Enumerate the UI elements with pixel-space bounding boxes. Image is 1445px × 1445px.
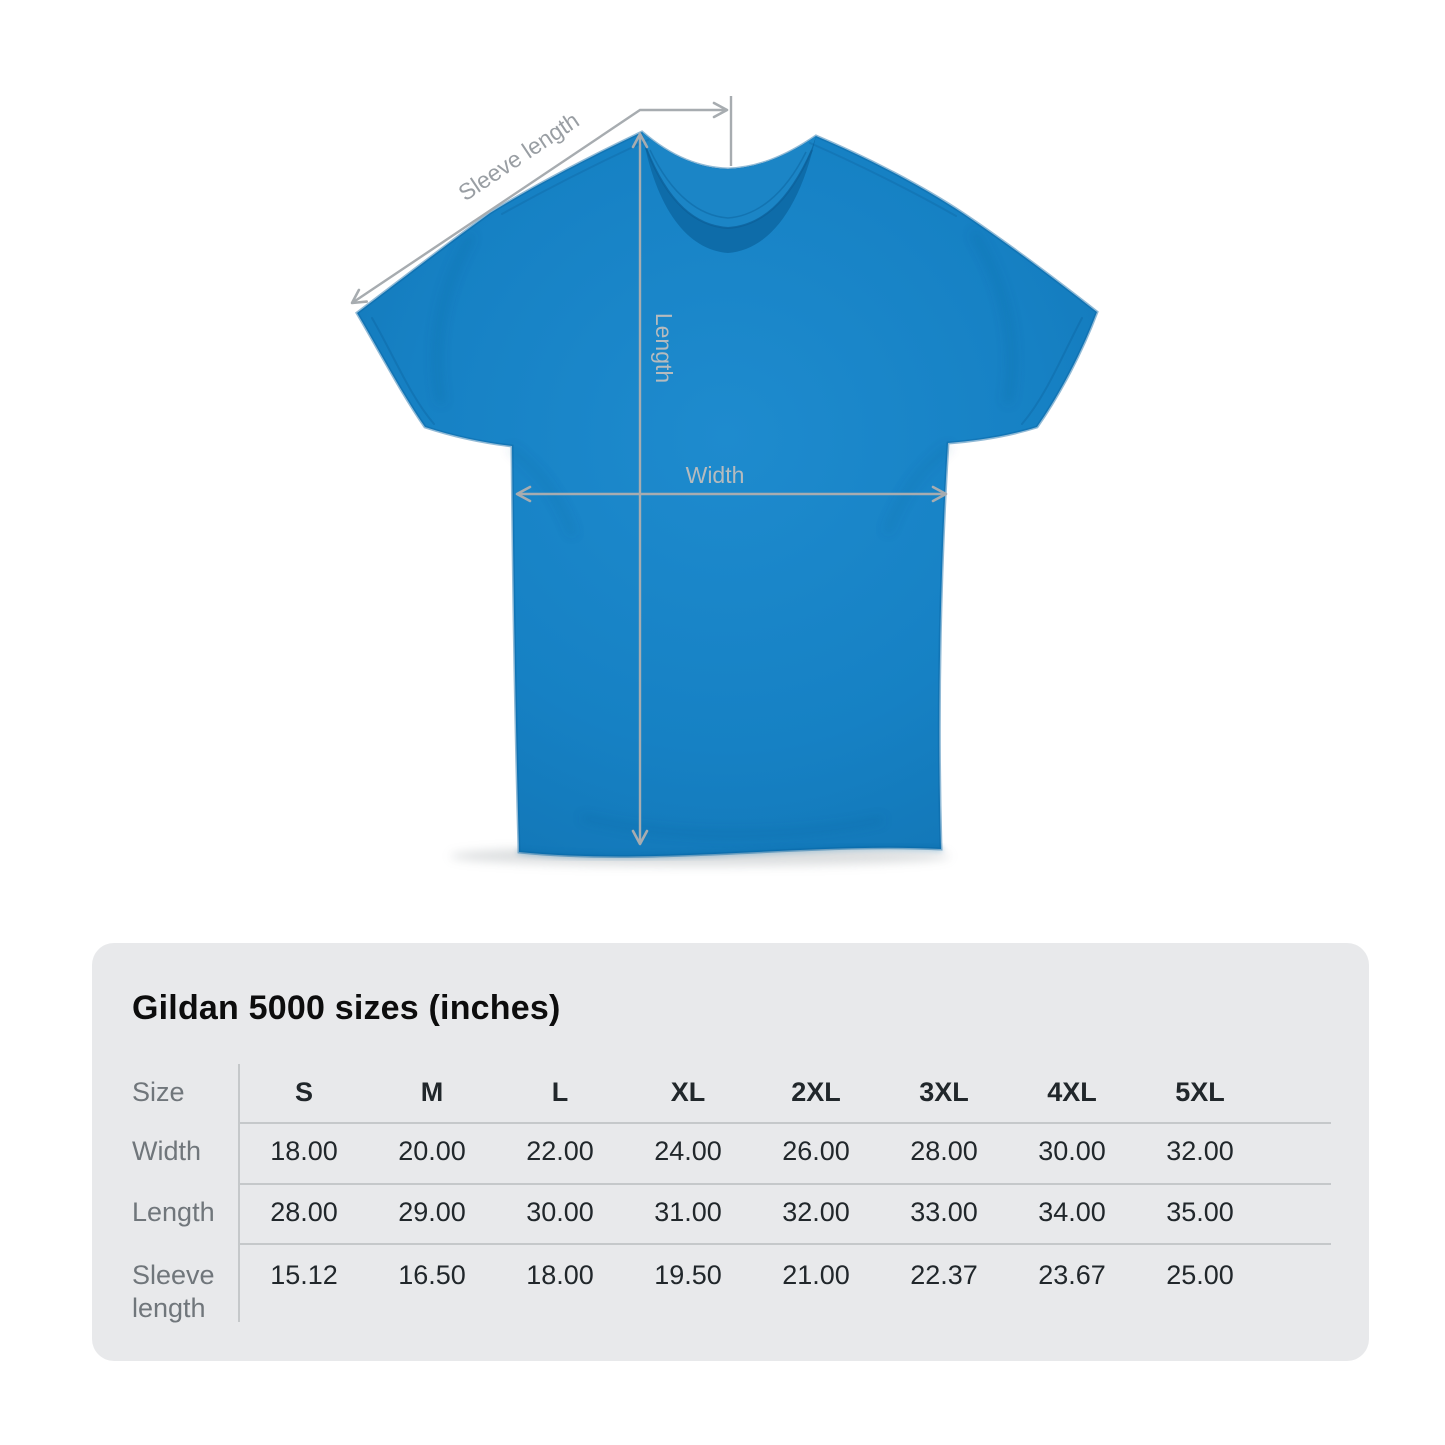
size-chart-title: Gildan 5000 sizes (inches): [132, 989, 561, 1027]
sleeve-length-row: Sleeve length 15.12 16.50 18.00 19.50 21…: [132, 1242, 1369, 1343]
sleeve-length-value: 19.50: [654, 1260, 722, 1290]
size-header-row: Size S M L XL 2XL 3XL 4XL 5XL: [132, 1063, 1369, 1121]
width-row: Width 18.00 20.00 22.00 24.00 26.00 28.0…: [132, 1121, 1369, 1182]
length-value: 28.00: [270, 1196, 338, 1227]
sleeve-length-value: 22.37: [910, 1260, 978, 1290]
table-vertical-divider: [238, 1064, 240, 1322]
table-divider-1: [240, 1122, 1331, 1124]
size-chart-panel: Gildan 5000 sizes (inches) Size S M L XL…: [92, 943, 1369, 1361]
tshirt-shading: [371, 139, 1083, 858]
width-label: Width: [686, 462, 745, 488]
col-header-m: M: [420, 1076, 444, 1107]
width-value: 26.00: [782, 1136, 850, 1166]
row-header-size: Size: [132, 1076, 185, 1107]
sleeve-length-value: 18.00: [526, 1260, 594, 1290]
length-label: Length: [651, 313, 677, 383]
row-label-sleeve-length: Sleeve length: [132, 1260, 215, 1323]
width-value: 32.00: [1166, 1136, 1234, 1166]
row-label-length: Length: [132, 1196, 215, 1227]
col-header-s: S: [294, 1076, 313, 1107]
width-value: 24.00: [654, 1136, 722, 1166]
table-divider-3: [240, 1243, 1331, 1245]
width-value: 20.00: [398, 1136, 466, 1166]
sleeve-length-value: 16.50: [398, 1260, 466, 1290]
sleeve-length-value: 25.00: [1166, 1260, 1234, 1290]
row-label-width: Width: [132, 1136, 202, 1166]
width-value: 22.00: [526, 1136, 594, 1166]
width-value: 30.00: [1038, 1136, 1106, 1166]
tshirt-measurement-diagram: Sleeve length Length Width: [350, 96, 1099, 866]
sleeve-length-value: 23.67: [1038, 1260, 1106, 1290]
length-value: 31.00: [654, 1196, 722, 1227]
col-header-xl: XL: [670, 1076, 706, 1107]
length-row: Length 28.00 29.00 30.00 31.00 32.00 33.…: [132, 1182, 1369, 1242]
col-header-4xl: 4XL: [1047, 1076, 1097, 1107]
sleeve-length-value: 21.00: [782, 1260, 850, 1290]
length-value: 34.00: [1038, 1196, 1106, 1227]
sleeve-length-arrow: [350, 101, 729, 305]
col-header-3xl: 3XL: [919, 1076, 969, 1107]
width-value: 28.00: [910, 1136, 978, 1166]
sleeve-length-value: 15.12: [270, 1260, 338, 1290]
length-value: 35.00: [1166, 1196, 1234, 1227]
col-header-2xl: 2XL: [791, 1076, 841, 1107]
width-value: 18.00: [270, 1136, 338, 1166]
length-value: 30.00: [526, 1196, 594, 1227]
table-divider-2: [240, 1183, 1331, 1185]
length-value: 33.00: [910, 1196, 978, 1227]
col-header-l: L: [551, 1076, 569, 1107]
length-value: 32.00: [782, 1196, 850, 1227]
measurement-lines: [350, 96, 948, 846]
col-header-5xl: 5XL: [1175, 1076, 1225, 1107]
length-value: 29.00: [398, 1196, 466, 1227]
